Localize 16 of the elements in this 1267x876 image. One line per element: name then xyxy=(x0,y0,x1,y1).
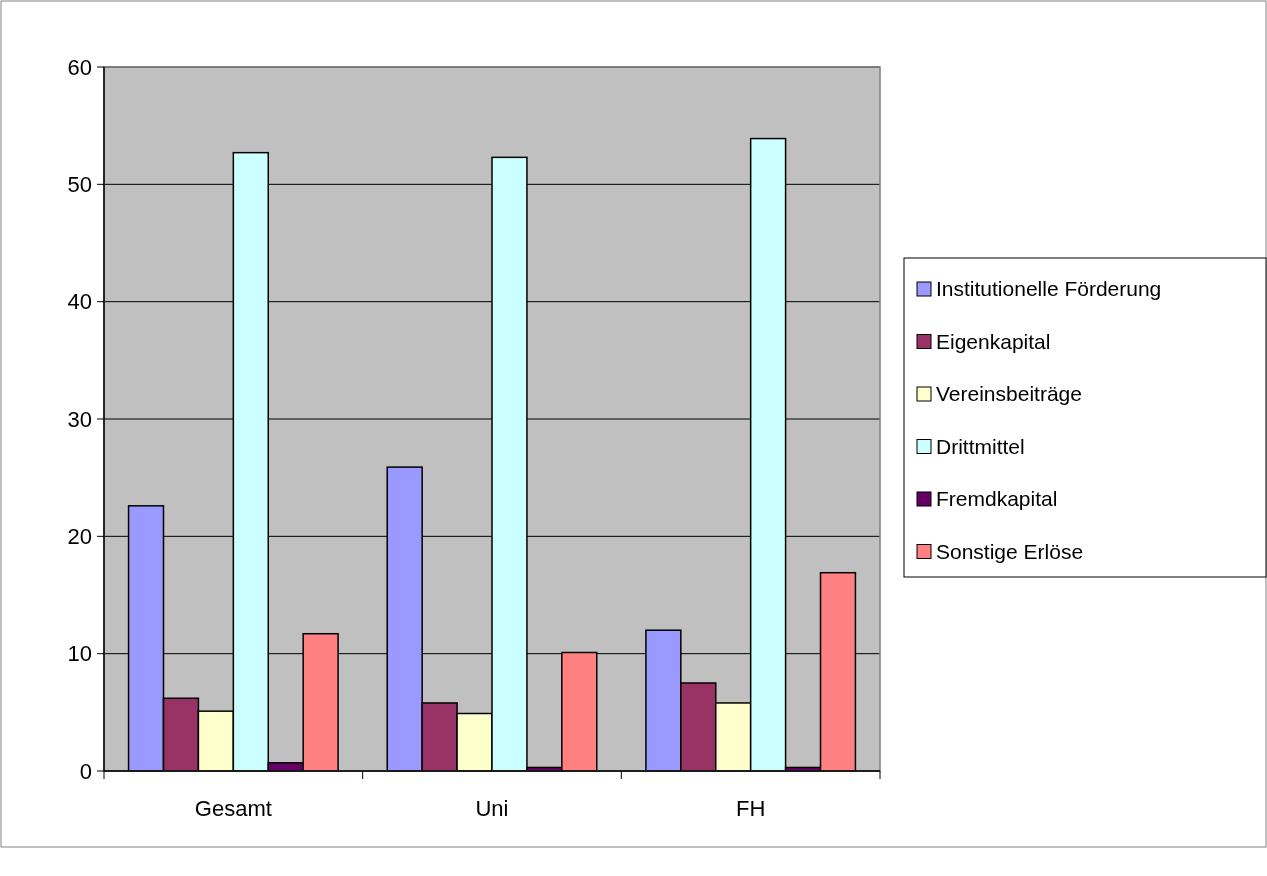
x-tick-label: FH xyxy=(736,796,766,821)
y-tick-label: 10 xyxy=(67,641,92,667)
y-tick-label: 40 xyxy=(67,289,92,315)
y-tick-label: 60 xyxy=(67,54,92,80)
y-tick-label: 0 xyxy=(79,758,92,784)
legend-label: Institutionelle Förderung xyxy=(936,277,1162,301)
legend-label: Drittmittel xyxy=(936,434,1025,458)
x-tick-label: Gesamt xyxy=(194,796,272,821)
x-tick-label: Uni xyxy=(475,796,509,821)
y-tick-label: 50 xyxy=(67,172,92,198)
legend-label: Sonstige Erlöse xyxy=(936,539,1084,563)
legend-label: Fremdkapital xyxy=(936,487,1058,511)
y-tick-label: 20 xyxy=(67,524,92,550)
legend-label: Vereinsbeiträge xyxy=(936,382,1082,406)
y-tick-label: 30 xyxy=(67,406,92,432)
legend-label: Eigenkapital xyxy=(936,329,1051,353)
